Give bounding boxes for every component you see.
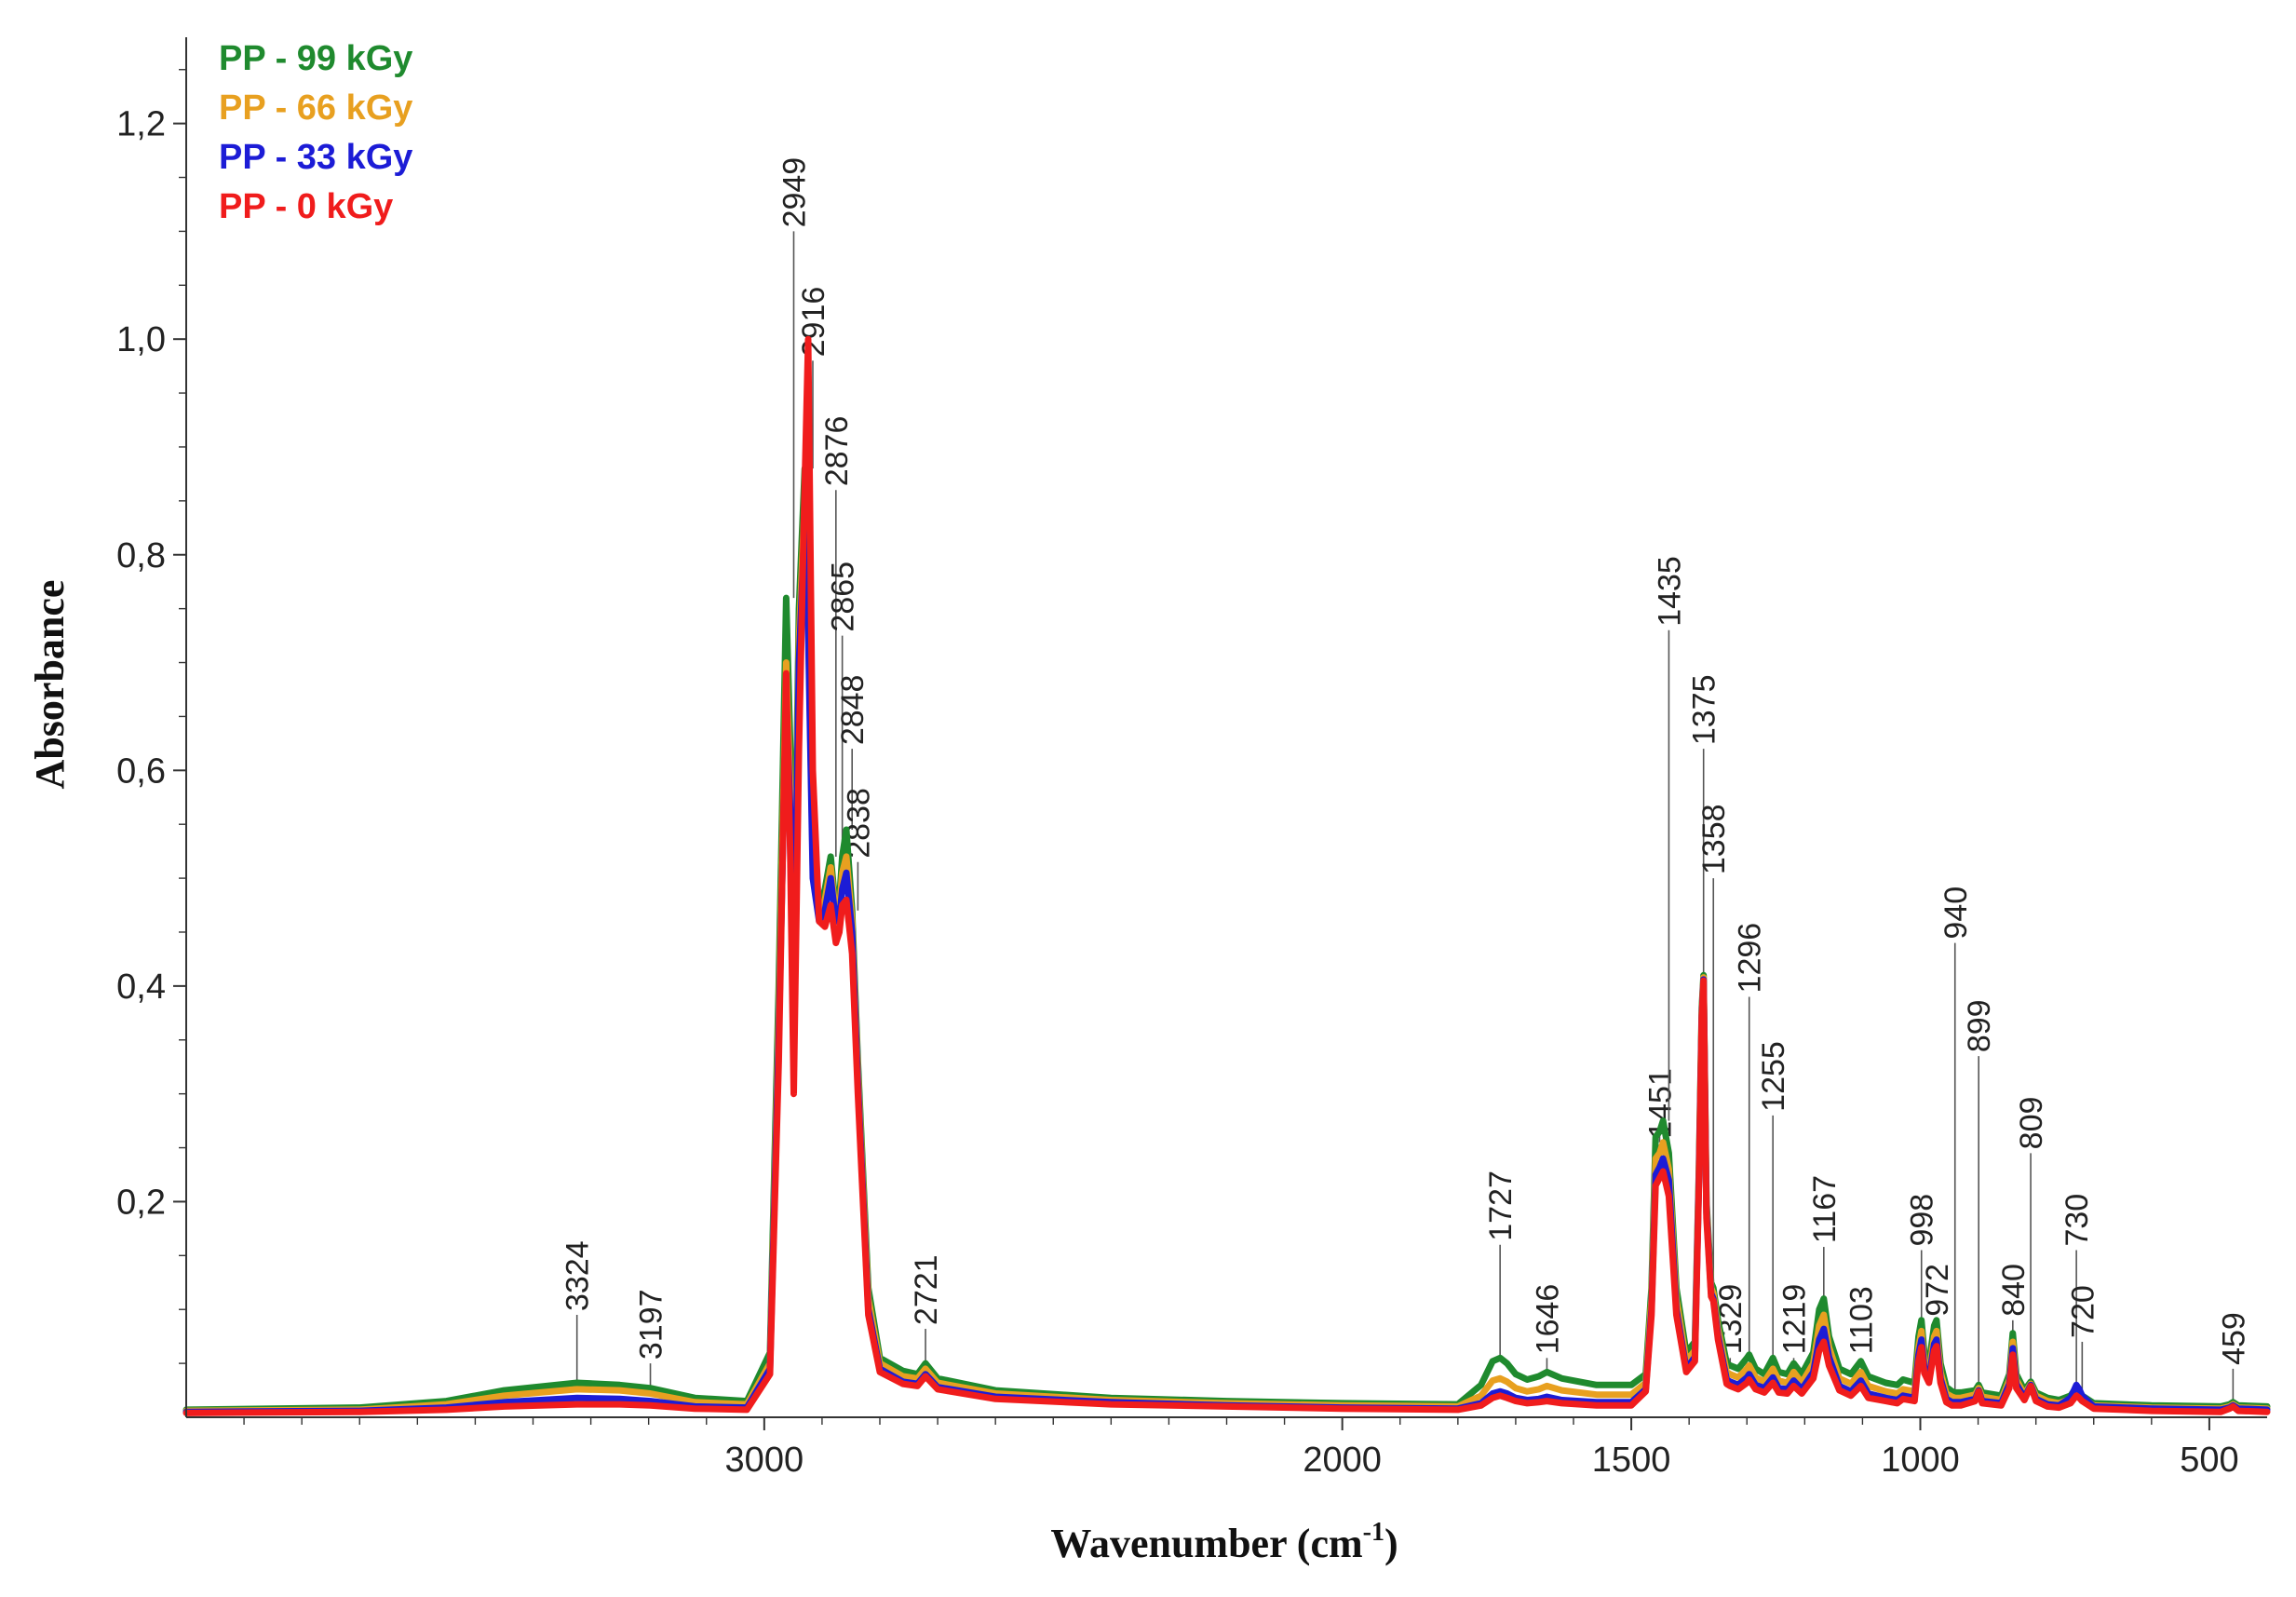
peak-label-3197: 3197 [634,1289,669,1360]
peak-label-1296: 1296 [1733,923,1768,994]
peak-label-809: 809 [2014,1097,2049,1150]
x-axis-title-main: Wavenumber (cm [1050,1521,1362,1566]
peak-label-899: 899 [1962,999,1997,1052]
y-axis-title: Absorbance [27,580,73,790]
peak-label-1219: 1219 [1777,1284,1813,1355]
peak-label-1435: 1435 [1652,556,1687,627]
peak-label-2721: 2721 [909,1254,944,1325]
legend: PP - 99 kGy PP - 66 kGy PP - 33 kGy PP -… [219,39,412,226]
peak-label-2916: 2916 [796,287,831,358]
axis-ticks: 0,2 0,4 0,6 0,8 1,0 1,2 3000 2000 1500 1000 500 [116,69,2239,1480]
y-tick-label: 0,4 [116,968,166,1007]
peak-label-3324: 3324 [560,1240,596,1311]
peak-label-1358: 1358 [1696,804,1732,874]
peak-label-2865: 2865 [826,562,861,632]
x-tick-label: 500 [2180,1441,2238,1480]
x-tick-label: 1000 [1881,1441,1960,1480]
x-axis-title-superscript: -1 [1363,1518,1384,1547]
x-tick-label: 2000 [1303,1441,1382,1480]
series-line-pp-0-kgy [182,335,2271,1416]
x-tick-label: 3000 [725,1441,804,1480]
y-tick-label: 0,6 [116,751,166,791]
peak-label-730: 730 [2060,1194,2095,1247]
peak-label-1646: 1646 [1530,1284,1565,1355]
peak-label-998: 998 [1905,1194,1940,1247]
x-axis-title: Wavenumber (cm-1) [1050,1518,1398,1566]
y-tick-label: 1,2 [116,105,166,144]
x-tick-label: 1500 [1592,1441,1671,1480]
peak-label-2876: 2876 [819,416,855,487]
y-tick-label: 1,0 [116,320,166,359]
peak-annotations: 3324319729492916287628652848283827211727… [560,157,2251,1402]
peak-label-1727: 1727 [1483,1171,1519,1241]
peak-label-1255: 1255 [1756,1041,1791,1112]
peak-label-2949: 2949 [777,157,812,228]
legend-label-33kgy: PP - 33 kGy [219,138,412,177]
legend-label-0kgy: PP - 0 kGy [219,187,393,226]
peak-label-2848: 2848 [835,675,871,746]
peak-label-1375: 1375 [1687,675,1722,746]
legend-label-99kgy: PP - 99 kGy [219,39,412,78]
peak-label-1167: 1167 [1807,1175,1843,1243]
peak-label-940: 940 [1938,886,1974,940]
legend-label-66kgy: PP - 66 kGy [219,88,412,128]
peak-label-1103: 1103 [1844,1286,1880,1354]
y-tick-label: 0,2 [116,1183,166,1222]
spectra-series [182,335,2271,1416]
peak-label-840: 840 [1996,1264,2032,1317]
x-axis-title-close: ) [1384,1521,1398,1566]
peak-label-720: 720 [2065,1285,2100,1338]
peak-label-972: 972 [1920,1264,1955,1317]
y-tick-label: 0,8 [116,536,166,575]
peak-label-459: 459 [2216,1312,2251,1365]
